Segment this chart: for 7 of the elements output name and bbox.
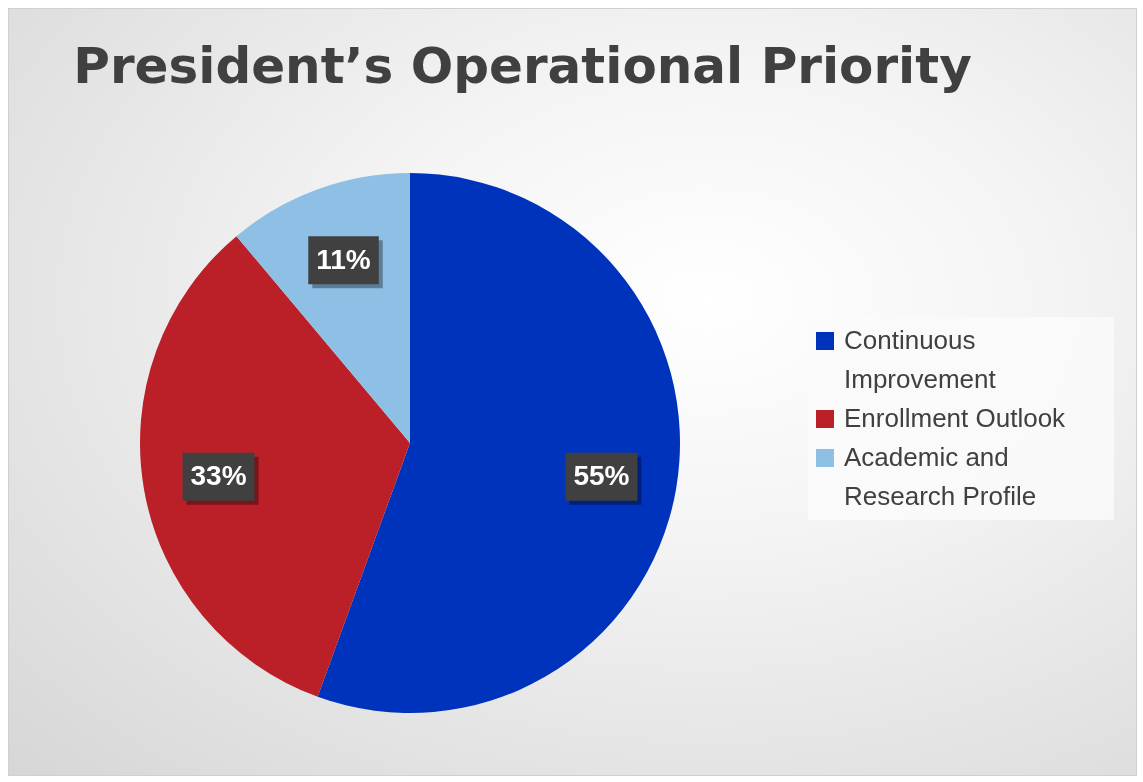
data-label: 33% bbox=[190, 460, 247, 492]
data-label: 11% bbox=[316, 244, 371, 276]
chart-title: President’s Operational Priority bbox=[72, 37, 973, 95]
legend-label: Enrollment Outlook bbox=[844, 402, 1066, 435]
legend-label: Academic and Research Profile bbox=[844, 441, 1038, 513]
legend-label: Continuous Improvement bbox=[844, 324, 997, 396]
data-label: 55% bbox=[573, 460, 630, 492]
